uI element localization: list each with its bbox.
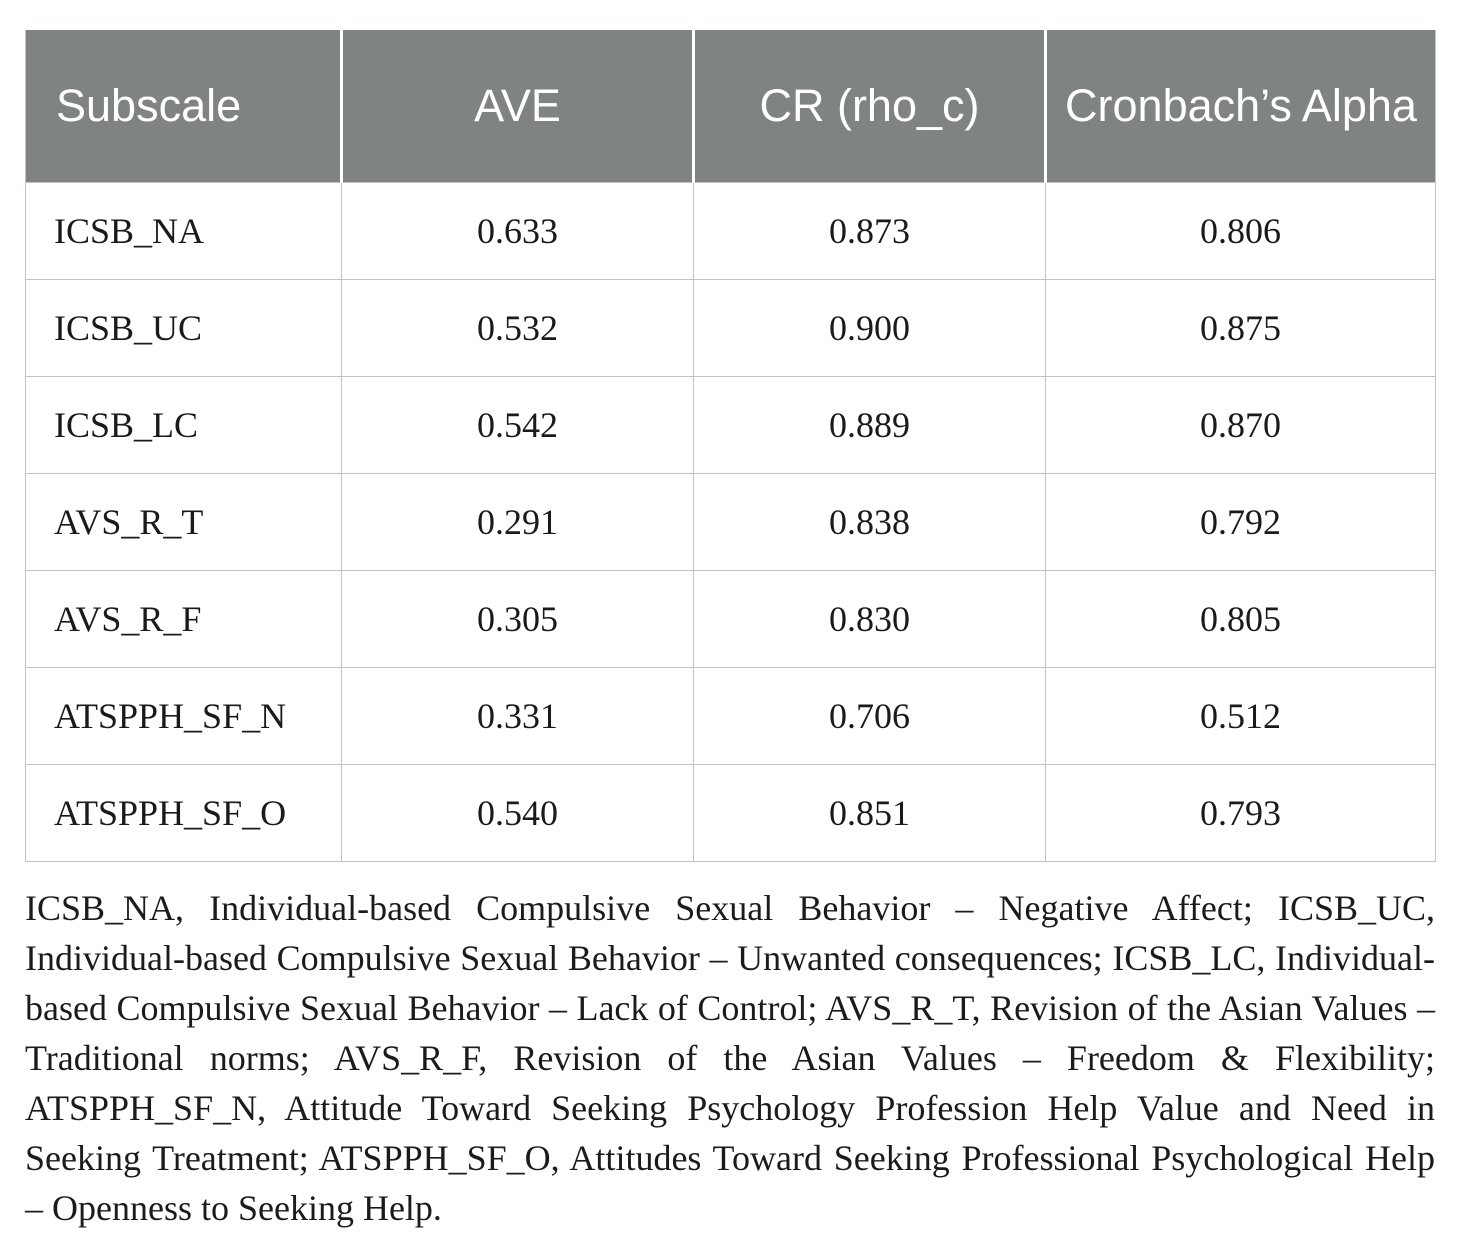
column-header-ave: AVE (340, 30, 694, 182)
table-row: ATSPPH_SF_N 0.331 0.706 0.512 (25, 666, 1436, 765)
alpha-cell: 0.806 (1045, 181, 1436, 280)
ave-cell: 0.291 (341, 472, 694, 571)
ave-cell: 0.540 (341, 763, 694, 862)
subscale-cell: ICSB_UC (25, 278, 342, 377)
ave-cell: 0.542 (341, 375, 694, 474)
table-row: ICSB_NA 0.633 0.873 0.806 (25, 181, 1436, 280)
subscale-cell: ICSB_NA (25, 181, 342, 280)
table-row: AVS_R_F 0.305 0.830 0.805 (25, 569, 1436, 668)
alpha-cell: 0.792 (1045, 472, 1436, 571)
alpha-cell: 0.512 (1045, 666, 1436, 765)
table-row: ATSPPH_SF_O 0.540 0.851 0.793 (25, 763, 1436, 862)
ave-cell: 0.331 (341, 666, 694, 765)
subscale-cell: ICSB_LC (25, 375, 342, 474)
cr-cell: 0.851 (693, 763, 1046, 862)
subscale-cell: ATSPPH_SF_N (25, 666, 342, 765)
subscale-cell: AVS_R_T (25, 472, 342, 571)
column-header-cr: CR (rho_c) (692, 30, 1046, 182)
subscale-cell: AVS_R_F (25, 569, 342, 668)
cr-cell: 0.873 (693, 181, 1046, 280)
alpha-cell: 0.805 (1045, 569, 1436, 668)
ave-cell: 0.532 (341, 278, 694, 377)
ave-cell: 0.305 (341, 569, 694, 668)
subscale-cell: ATSPPH_SF_O (25, 763, 342, 862)
cr-cell: 0.706 (693, 666, 1046, 765)
ave-cell: 0.633 (341, 181, 694, 280)
cr-cell: 0.889 (693, 375, 1046, 474)
alpha-cell: 0.870 (1045, 375, 1436, 474)
cr-cell: 0.900 (693, 278, 1046, 377)
cr-cell: 0.830 (693, 569, 1046, 668)
table-row: AVS_R_T 0.291 0.838 0.792 (25, 472, 1436, 571)
alpha-cell: 0.875 (1045, 278, 1436, 377)
column-header-subscale: Subscale (25, 30, 342, 182)
cr-cell: 0.838 (693, 472, 1046, 571)
header-row: Subscale AVE CR (rho_c) Cronbach’s Alpha (25, 30, 1436, 182)
table-footnote: ICSB_NA, Individual-based Compulsive Sex… (25, 887, 1435, 1228)
reliability-table: Subscale AVE CR (rho_c) Cronbach’s Alpha… (25, 30, 1436, 862)
alpha-cell: 0.793 (1045, 763, 1436, 862)
table-row: ICSB_UC 0.532 0.900 0.875 (25, 278, 1436, 377)
column-header-cronbachs-alpha: Cronbach’s Alpha (1044, 30, 1436, 182)
table-row: ICSB_LC 0.542 0.889 0.870 (25, 375, 1436, 474)
